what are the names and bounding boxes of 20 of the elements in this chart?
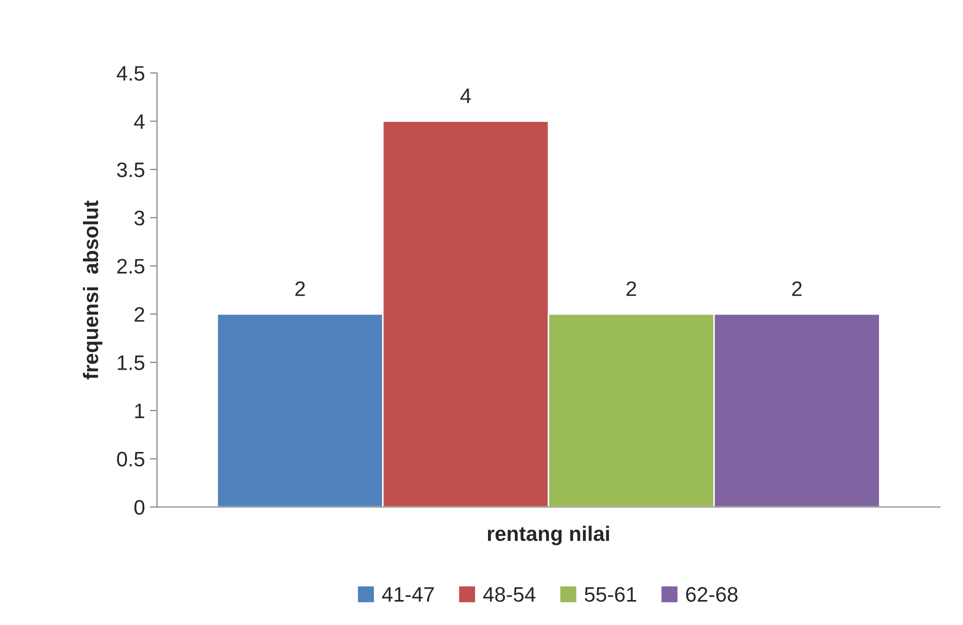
data-label: 4 [460, 88, 471, 104]
data-label: 2 [626, 281, 636, 296]
data-label: 2 [792, 281, 802, 296]
y-tick-label: 1.5 [118, 356, 144, 370]
y-tick-label: 0 [134, 500, 144, 515]
y-tick-label: 3 [134, 210, 144, 226]
x-axis-title: rentang nilai [488, 526, 609, 546]
legend-label: 62-68 [686, 587, 738, 602]
y-tick-label: 0.5 [117, 452, 144, 467]
y-tick-label: 1 [135, 404, 144, 418]
y-tick-label: 3.5 [117, 162, 144, 178]
y-tick-label: 4 [134, 114, 145, 129]
legend-label: 41-47 [382, 587, 434, 602]
y-tick-label: 2 [134, 307, 144, 322]
y-tick-label: 2.5 [117, 258, 144, 274]
legend-label: 55-61 [584, 587, 636, 602]
legend-label: 48-54 [483, 587, 536, 602]
y-tick-label: 4.5 [116, 66, 144, 81]
data-label: 2 [295, 281, 305, 296]
y-axis-title: frequensi absolut [82, 200, 102, 380]
